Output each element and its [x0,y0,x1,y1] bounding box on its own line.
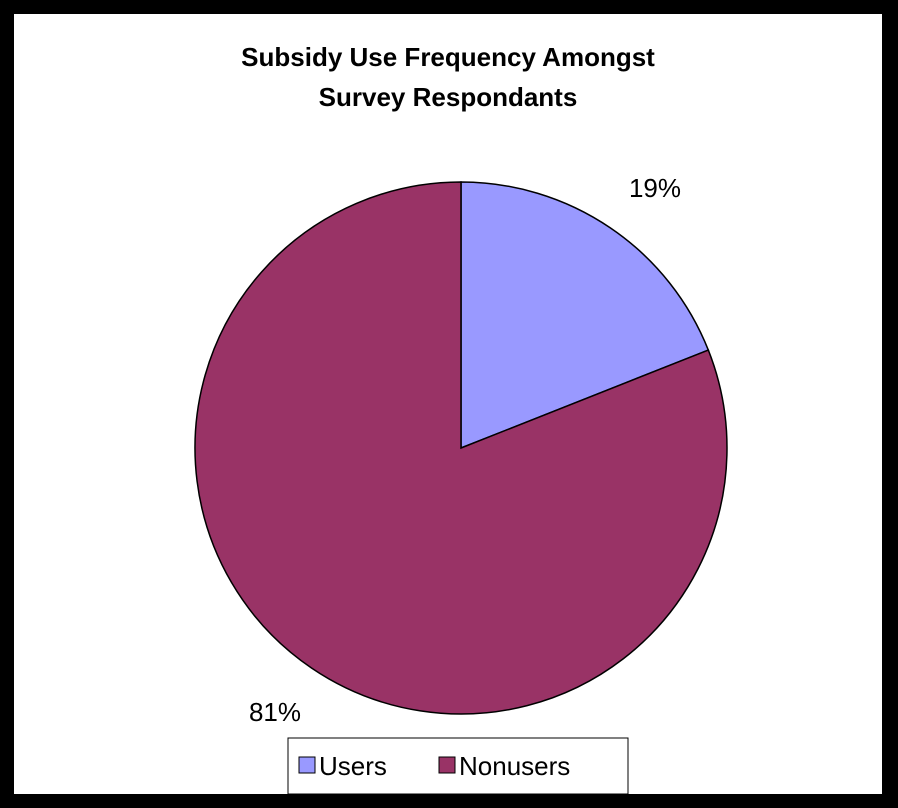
pie-slice-users [460,181,710,450]
pie-slice-nonusers [194,181,728,715]
data-label-users: 19% [629,173,681,203]
legend-label-users: Users [319,751,387,781]
data-label-nonusers: 81% [249,697,301,727]
chart-frame: Subsidy Use Frequency Amongst Survey Res… [14,14,882,794]
legend-box [287,737,629,794]
legend-label-nonusers: Nonusers [459,751,570,781]
legend-swatch-users [298,756,316,774]
legend: Users Nonusers [287,737,629,794]
pie-slices [194,181,728,715]
chart-title-line-2: Survey Respondants [319,82,578,112]
pie-chart: Subsidy Use Frequency Amongst Survey Res… [194,42,728,794]
legend-swatch-nonusers [438,756,456,774]
chart-title-line-1: Subsidy Use Frequency Amongst [241,42,655,72]
